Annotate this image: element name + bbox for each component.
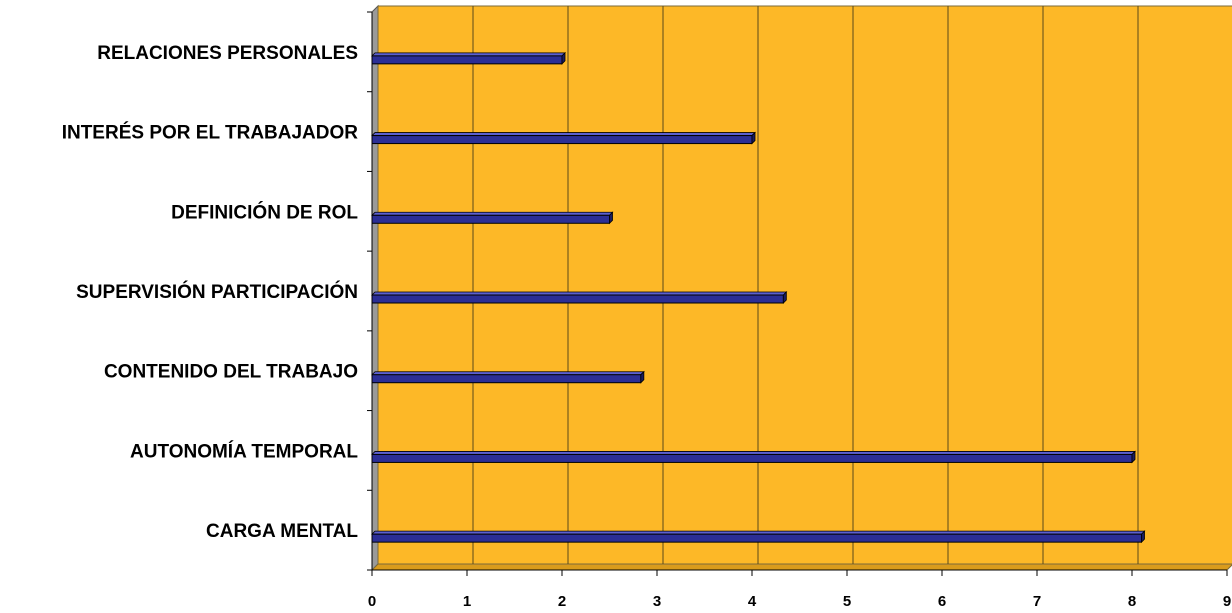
bar-end-face [751, 131, 756, 145]
bar [371, 370, 645, 384]
bar-front-face [371, 294, 784, 304]
bar-front-face [371, 374, 642, 384]
side-wall [371, 4, 379, 572]
bar-end-face [609, 211, 613, 225]
gridlines [472, 6, 1139, 564]
bars [371, 51, 1146, 544]
bar-end-face [561, 51, 566, 65]
plot-area [370, 4, 1232, 572]
x-tick-label: 3 [653, 593, 661, 610]
x-tick-label: 7 [1033, 593, 1041, 610]
bar-end-face [640, 370, 645, 384]
bar-front-face [371, 533, 1142, 543]
category-label: CARGA MENTAL [206, 521, 358, 542]
bar-front-face [371, 453, 1133, 463]
bar-front-face [371, 135, 753, 145]
category-label: RELACIONES PERSONALES [97, 43, 358, 64]
category-labels: RELACIONES PERSONALES INTERÉS POR EL TRAB… [62, 43, 359, 542]
x-tick-label: 1 [463, 593, 471, 610]
back-wall [377, 5, 1232, 565]
x-tick-label: 9 [1223, 593, 1231, 610]
bar-end-face [1131, 450, 1136, 464]
category-label: SUPERVISIÓN PARTICIPACIÓN [76, 281, 358, 303]
bar [371, 211, 614, 225]
category-label: INTERÉS POR EL TRABAJADOR [62, 122, 359, 144]
x-tick-labels: 0 1 2 3 4 5 6 7 8 9 [368, 593, 1231, 610]
bar [371, 291, 788, 304]
x-tick-label: 0 [368, 593, 376, 610]
x-tick-label: 4 [748, 593, 757, 610]
bar-front-face [371, 214, 610, 224]
bar-end-face [1141, 530, 1145, 544]
bar-front-face [371, 55, 563, 65]
floor [370, 563, 1232, 571]
x-tick-label: 5 [843, 593, 851, 610]
bar [371, 131, 756, 145]
category-label: AUTONOMÍA TEMPORAL [130, 440, 358, 462]
category-label: DEFINICIÓN DE ROL [171, 201, 358, 223]
bar [371, 530, 1146, 544]
bar [371, 51, 566, 65]
axes [367, 11, 1228, 576]
x-tick-label: 8 [1128, 593, 1136, 610]
bar [371, 450, 1136, 464]
bar-end-face [782, 291, 787, 304]
x-tick-label: 2 [558, 593, 566, 610]
x-tick-label: 6 [938, 593, 946, 610]
category-label: CONTENIDO DEL TRABAJO [104, 362, 358, 383]
